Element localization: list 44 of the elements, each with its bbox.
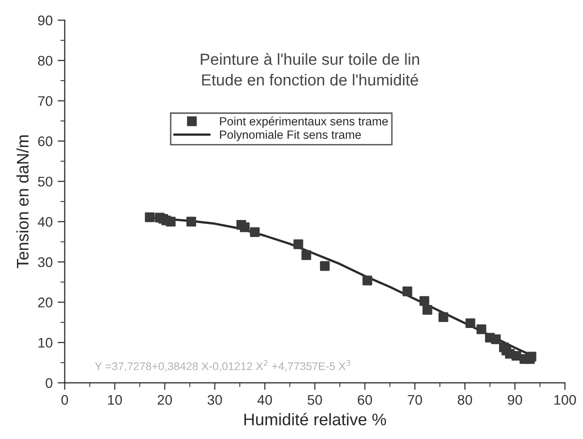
point <box>402 286 412 296</box>
x-tick-label: 90 <box>508 394 522 405</box>
x-tick-label: 30 <box>208 394 222 405</box>
x-tick-label: 10 <box>108 394 122 405</box>
point <box>476 324 486 334</box>
x-tick-label: 20 <box>158 394 172 405</box>
point <box>186 216 196 227</box>
legend-label: Point expérimentaux sens trame <box>220 116 388 128</box>
y-tick-label: 70 <box>38 96 52 106</box>
y-tick-label: 0 <box>46 378 52 388</box>
point <box>526 352 536 362</box>
x-tick-label: 0 <box>61 394 68 405</box>
point <box>422 305 432 315</box>
x-tick-label: 50 <box>308 394 322 405</box>
y-tick-label: 50 <box>38 176 52 187</box>
x-axis-title: Humidité relative % <box>244 412 386 426</box>
point <box>301 250 312 260</box>
y-tick-label: 90 <box>38 16 52 26</box>
point <box>362 276 372 286</box>
point <box>293 239 304 250</box>
point <box>166 216 176 227</box>
point <box>144 212 155 222</box>
y-tick-label: 60 <box>38 136 52 146</box>
x-tick-label: 70 <box>408 394 422 405</box>
x-tick-label: 40 <box>257 394 272 405</box>
point <box>320 261 330 271</box>
point <box>420 296 430 306</box>
y-tick-label: 80 <box>38 56 52 66</box>
y-axis-title: Tension en daN/m <box>16 135 29 268</box>
annotation: Y =37,7278+0,38428 X-0,01212 X$^{2}$ +4,77357E-5 X$^{3}$ <box>94 360 350 372</box>
legend-label: Polynomiale Fit sens trame <box>220 130 361 142</box>
x-tick-label: 60 <box>358 394 372 405</box>
point <box>438 312 448 322</box>
text: Peinture à l'huile sur toile de lin Etude en fonction de l'humidité <box>200 52 420 86</box>
y-tick-label: 20 <box>38 298 52 308</box>
point <box>466 318 476 328</box>
point <box>250 227 260 237</box>
y-tick-label: 30 <box>38 257 52 268</box>
point <box>240 222 250 232</box>
x-tick-label: 80 <box>458 394 472 405</box>
x-tick-label: 100 <box>554 394 576 405</box>
y-tick-label: 10 <box>38 338 52 348</box>
y-tick-label: 40 <box>38 216 52 227</box>
point <box>491 334 501 344</box>
